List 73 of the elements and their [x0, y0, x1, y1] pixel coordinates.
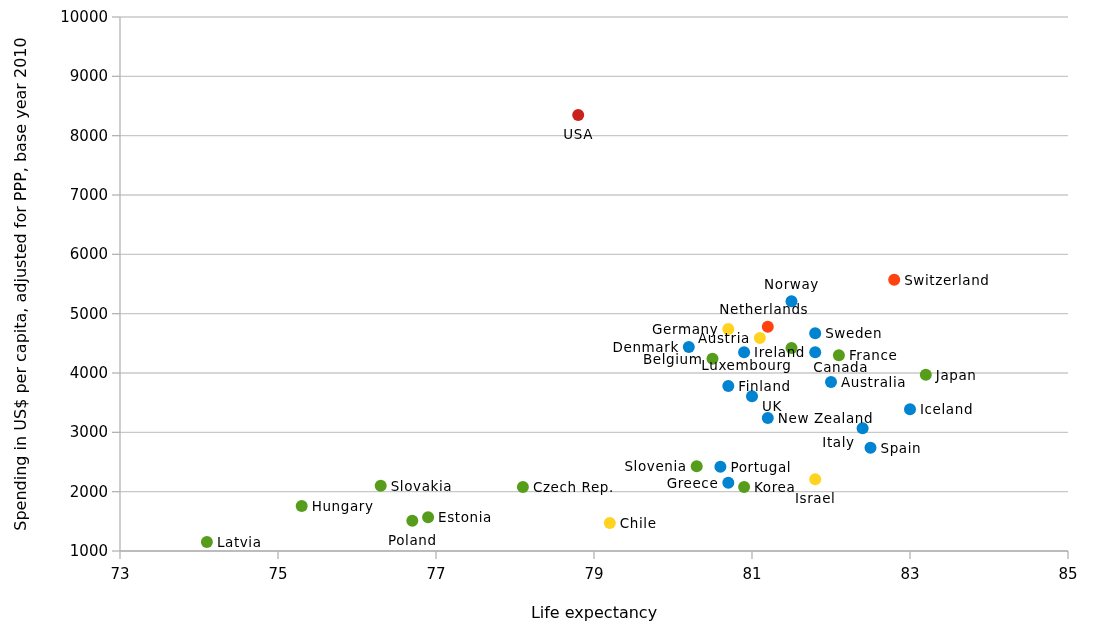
annotation: Japan [934, 366, 977, 383]
annotation: Australia [841, 373, 907, 390]
annotation: New Zealand [777, 410, 874, 427]
point [919, 368, 932, 381]
x-tick-label: 73 [110, 565, 130, 583]
y-tick-label: 7000 [69, 186, 108, 204]
point [738, 480, 751, 493]
annotation: Finland [738, 378, 791, 395]
annotation: Switzerland [904, 271, 990, 288]
point [682, 340, 695, 353]
point [888, 273, 901, 286]
point [572, 108, 585, 121]
point [761, 412, 774, 425]
annotation: Italy [822, 434, 855, 451]
annotation: Greece [666, 474, 719, 491]
point [374, 479, 387, 492]
point [753, 331, 766, 344]
y-tick-label: 10000 [60, 8, 108, 26]
point [856, 422, 869, 435]
annotation: Latvia [216, 534, 262, 551]
y-tick-label: 5000 [69, 304, 108, 323]
point [746, 390, 758, 403]
annotation: Israel [794, 490, 836, 507]
annotation: Iceland [920, 401, 974, 418]
annotation: Sweden [825, 325, 883, 342]
annotation: Slovenia [624, 458, 687, 475]
y-tick-label: 3000 [69, 423, 108, 442]
point [761, 320, 774, 333]
annotation: Poland [387, 531, 437, 548]
y-tick-label: 1000 [69, 542, 108, 560]
point [825, 375, 837, 388]
annotation: Hungary [311, 497, 374, 514]
point [690, 460, 703, 473]
point [295, 499, 308, 512]
x-tick-label: 77 [426, 565, 446, 583]
annotation: Chile [619, 515, 657, 532]
annotation: Portugal [730, 458, 792, 475]
point [864, 441, 877, 454]
y-tick-label: 4000 [69, 364, 108, 382]
annotation: Norway [764, 276, 819, 293]
annotation: USA [563, 125, 594, 142]
annotation: Estonia [438, 509, 493, 526]
point [714, 460, 727, 473]
x-tick-label: 79 [584, 565, 604, 583]
x-tick-label: 83 [900, 565, 920, 583]
point [516, 480, 529, 493]
x-tick-label: 85 [1058, 565, 1078, 583]
point [200, 536, 213, 549]
annotation: Slovakia [390, 477, 453, 494]
annotation: Netherlands [719, 300, 809, 317]
annotation: Spain [880, 439, 922, 456]
annotation: Czech Rep. [532, 478, 614, 495]
annotation: Canada [813, 359, 869, 376]
point [603, 517, 616, 530]
y-tick-label: 9000 [69, 67, 108, 86]
annotation: Korea [754, 478, 796, 495]
point [832, 349, 845, 362]
x-axis-title: Life expectancy [530, 603, 658, 622]
point [722, 476, 735, 489]
point [809, 327, 822, 340]
y-axis-title: Spending in US$ per capita, adjusted for PPP, base year 2010 [11, 37, 30, 531]
y-tick-label: 2000 [69, 482, 108, 501]
point [406, 514, 419, 527]
point [904, 403, 916, 416]
point [738, 346, 751, 359]
x-tick-label: 81 [742, 565, 762, 583]
point [722, 380, 735, 393]
point [809, 473, 822, 486]
point [422, 511, 435, 524]
x-tick-label: 75 [268, 565, 288, 583]
y-tick-label: 8000 [69, 126, 108, 145]
y-tick-label: 6000 [69, 245, 108, 264]
point [809, 346, 822, 359]
